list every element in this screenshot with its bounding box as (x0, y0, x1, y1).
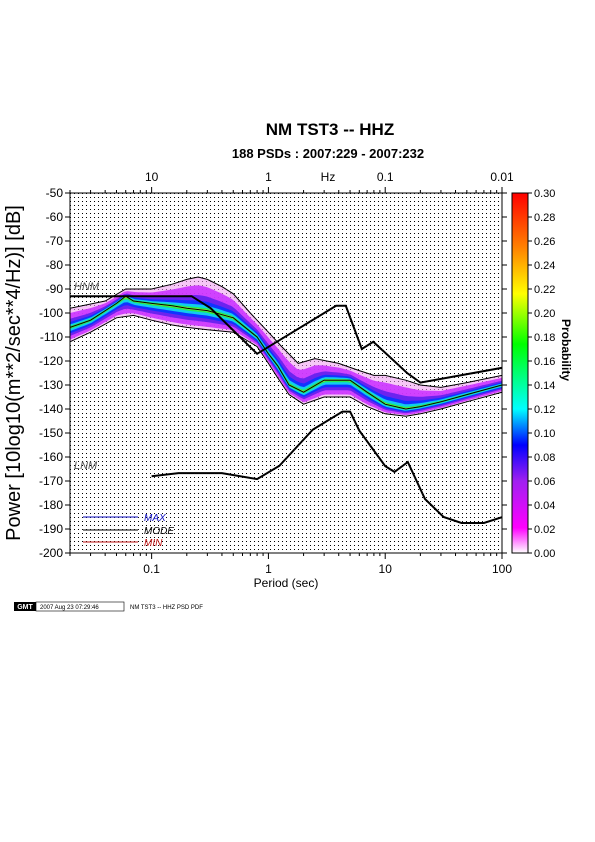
top-axis-label: Hz (321, 170, 336, 184)
x-tick-label: 0.1 (143, 562, 160, 576)
pdf-band-mid-high (70, 296, 502, 411)
colorbar-tick-label: 0.08 (534, 452, 555, 464)
y-tick-label: -200 (39, 546, 63, 560)
x2-tick-label: 1 (265, 170, 272, 184)
y-tick-label: -140 (39, 402, 63, 416)
colorbar-tick-label: 0.18 (534, 332, 555, 344)
statistics-curves (70, 276, 502, 524)
min-curve (70, 314, 502, 417)
colorbar-frame (511, 192, 529, 554)
mode-curve (70, 295, 502, 410)
legend-max-label: MAX (144, 513, 166, 524)
footer-caption: NM TST3 -- HHZ PSD PDF (130, 605, 203, 611)
colorbar-ticks: 0.00 0.02 0.04 0.06 0.08 0.10 0.12 0.14 0.16 0.18… (528, 188, 555, 560)
max-curve (70, 276, 502, 388)
footer-timestamp: 2007 Aug 23 07:29:46 (40, 605, 99, 611)
legend-min-label: MIN (144, 538, 163, 549)
colorbar-tick-label: 0.24 (534, 260, 555, 272)
gmt-logo-text: GMT (17, 604, 33, 611)
colorbar-tick-label: 0.20 (534, 308, 555, 320)
y-tick-label: -100 (39, 306, 63, 320)
y-tick-label: -180 (39, 498, 63, 512)
x-tick-label: 1 (265, 562, 272, 576)
y-tick-label: -160 (39, 450, 63, 464)
plot-frame (69, 192, 503, 554)
colorbar-tick-label: 0.10 (534, 428, 555, 440)
y-tick-label: -150 (39, 426, 63, 440)
chart-title: NM TST3 -- HHZ (266, 120, 394, 139)
x2-tick-label: 0.1 (377, 170, 394, 184)
y-tick-label: -190 (39, 522, 63, 536)
colorbar-tick-label: 0.22 (534, 284, 555, 296)
colorbar-label: Probability (559, 319, 573, 381)
gmt-logo (14, 602, 36, 611)
lnm-label: LNM (74, 460, 98, 472)
colorbar-tick-label: 0.16 (534, 356, 555, 368)
y-tick-label: -70 (46, 234, 64, 248)
stats-legend: MAX MODE MIN (83, 513, 174, 549)
colorbar-tick-label: 0.06 (534, 476, 555, 488)
x-axis-label: Period (sec) (254, 576, 319, 590)
low-noise-model-line (151, 410, 502, 524)
y-tick-label: -120 (39, 354, 63, 368)
colorbar-tick-label: 0.12 (534, 404, 555, 416)
colorbar-tick-label: 0.02 (534, 524, 555, 536)
colorbar-tick-label: 0.14 (534, 380, 555, 392)
colorbar (512, 193, 528, 553)
y-tick-label: -90 (46, 282, 64, 296)
colorbar-tick-label: 0.00 (534, 548, 555, 560)
y-axis-label: Power [10log10(m**2/sec**4/Hz)] [dB] (3, 205, 25, 541)
hnm-label: HNM (74, 281, 100, 293)
chart-subtitle: 188 PSDs : 2007:229 - 2007:232 (232, 146, 424, 161)
x-tick-label: 10 (379, 562, 393, 576)
colorbar-tick-label: 0.26 (534, 236, 555, 248)
y-tick-label: -110 (40, 330, 63, 344)
y-tick-label: -80 (46, 258, 64, 272)
legend-mode-label: MODE (144, 526, 174, 537)
x2-tick-label: 0.01 (490, 170, 514, 184)
colorbar-tick-label: 0.28 (534, 212, 555, 224)
axis-ticks: -50 -60 -70 -80 -90 -100 -110 -120 -130 -140 -150 -… (39, 170, 514, 576)
footer: GMT 2007 Aug 23 07:29:46 NM TST3 -- HHZ … (14, 601, 203, 612)
y-tick-label: -130 (39, 378, 63, 392)
x-tick-label: 100 (492, 562, 512, 576)
high-noise-model-line (70, 295, 502, 384)
y-tick-label: -60 (46, 210, 64, 224)
colorbar-tick-label: 0.30 (534, 188, 555, 200)
x2-tick-label: 10 (145, 170, 159, 184)
timestamp-box (35, 601, 125, 612)
y-tick-label: -170 (39, 474, 63, 488)
y-tick-label: -50 (46, 186, 64, 200)
colorbar-tick-label: 0.04 (534, 500, 555, 512)
